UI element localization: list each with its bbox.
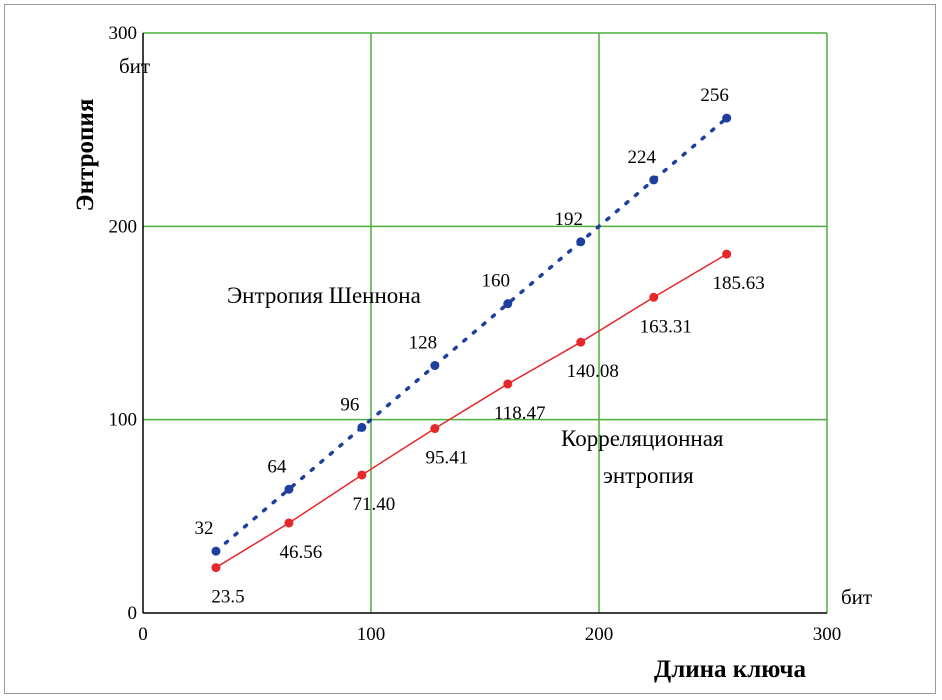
- series-line-correlation: [215, 253, 728, 569]
- shannon-point: [649, 175, 659, 185]
- shannon-data-label: 224: [627, 147, 656, 168]
- chart: 0 100 200 300 0 100 200 300 32 64 96 128 160 192 224 2…: [72, 23, 872, 683]
- shannon-data-label: 128: [409, 333, 438, 354]
- shannon-data-label: 192: [555, 209, 584, 230]
- correlation-data-label: 46.56: [280, 542, 323, 563]
- series-line-shannon: [214, 116, 729, 553]
- correlation-data-label: 140.08: [567, 361, 619, 382]
- correlation-point: [284, 518, 294, 528]
- correlation-point: [430, 424, 440, 434]
- y-unit-label: бит: [119, 54, 150, 78]
- x-unit-label: бит: [841, 585, 872, 609]
- shannon-data-label: 64: [267, 456, 287, 477]
- correlation-data-label: 95.41: [425, 448, 468, 469]
- figure-frame: 0 100 200 300 0 100 200 300 32 64 96 128 160 192 224 2…: [4, 4, 936, 694]
- correlation-point: [576, 337, 586, 347]
- axes: 0 100 200 300 0 100 200 300: [109, 23, 842, 645]
- series: [211, 113, 732, 573]
- shannon-data-label: 32: [194, 518, 213, 539]
- correlation-data-label: 185.63: [713, 273, 765, 294]
- x-tick-label: 200: [585, 624, 614, 645]
- x-axis-title: Длина ключа: [654, 656, 806, 683]
- correlation-point: [649, 292, 659, 302]
- shannon-point: [430, 361, 440, 371]
- shannon-data-label: 96: [340, 394, 359, 415]
- shannon-point: [722, 113, 732, 123]
- labels: 32 64 96 128 160 192 224 256 23.5 46.56 71.40 95.41…: [194, 85, 765, 608]
- series-name-correlation-line1: Корреляционная: [561, 426, 724, 451]
- shannon-point: [576, 237, 586, 247]
- y-tick-label: 0: [128, 603, 138, 624]
- correlation-point: [357, 470, 367, 480]
- correlation-data-label: 23.5: [211, 587, 244, 608]
- correlation-point: [211, 563, 221, 573]
- y-tick-label: 300: [109, 23, 138, 44]
- shannon-point: [211, 546, 221, 556]
- correlation-data-label: 71.40: [353, 494, 396, 515]
- series-name-shannon: Энтропия Шеннона: [227, 283, 421, 308]
- grid: [143, 32, 828, 613]
- correlation-point: [503, 379, 513, 389]
- shannon-data-label: 256: [700, 85, 729, 106]
- series-name-correlation-line2: энтропия: [603, 463, 694, 488]
- shannon-point: [357, 422, 367, 432]
- shannon-point: [284, 484, 294, 494]
- y-tick-label: 100: [109, 410, 138, 431]
- shannon-point: [503, 299, 513, 309]
- correlation-point: [722, 249, 732, 259]
- correlation-data-label: 118.47: [494, 403, 546, 424]
- y-axis-title: Энтропия: [72, 99, 99, 212]
- x-tick-label: 100: [357, 624, 386, 645]
- shannon-data-label: 160: [482, 271, 511, 292]
- x-tick-label: 0: [138, 624, 148, 645]
- x-tick-label: 300: [813, 624, 842, 645]
- y-tick-label: 200: [109, 216, 138, 237]
- correlation-data-label: 163.31: [640, 316, 692, 337]
